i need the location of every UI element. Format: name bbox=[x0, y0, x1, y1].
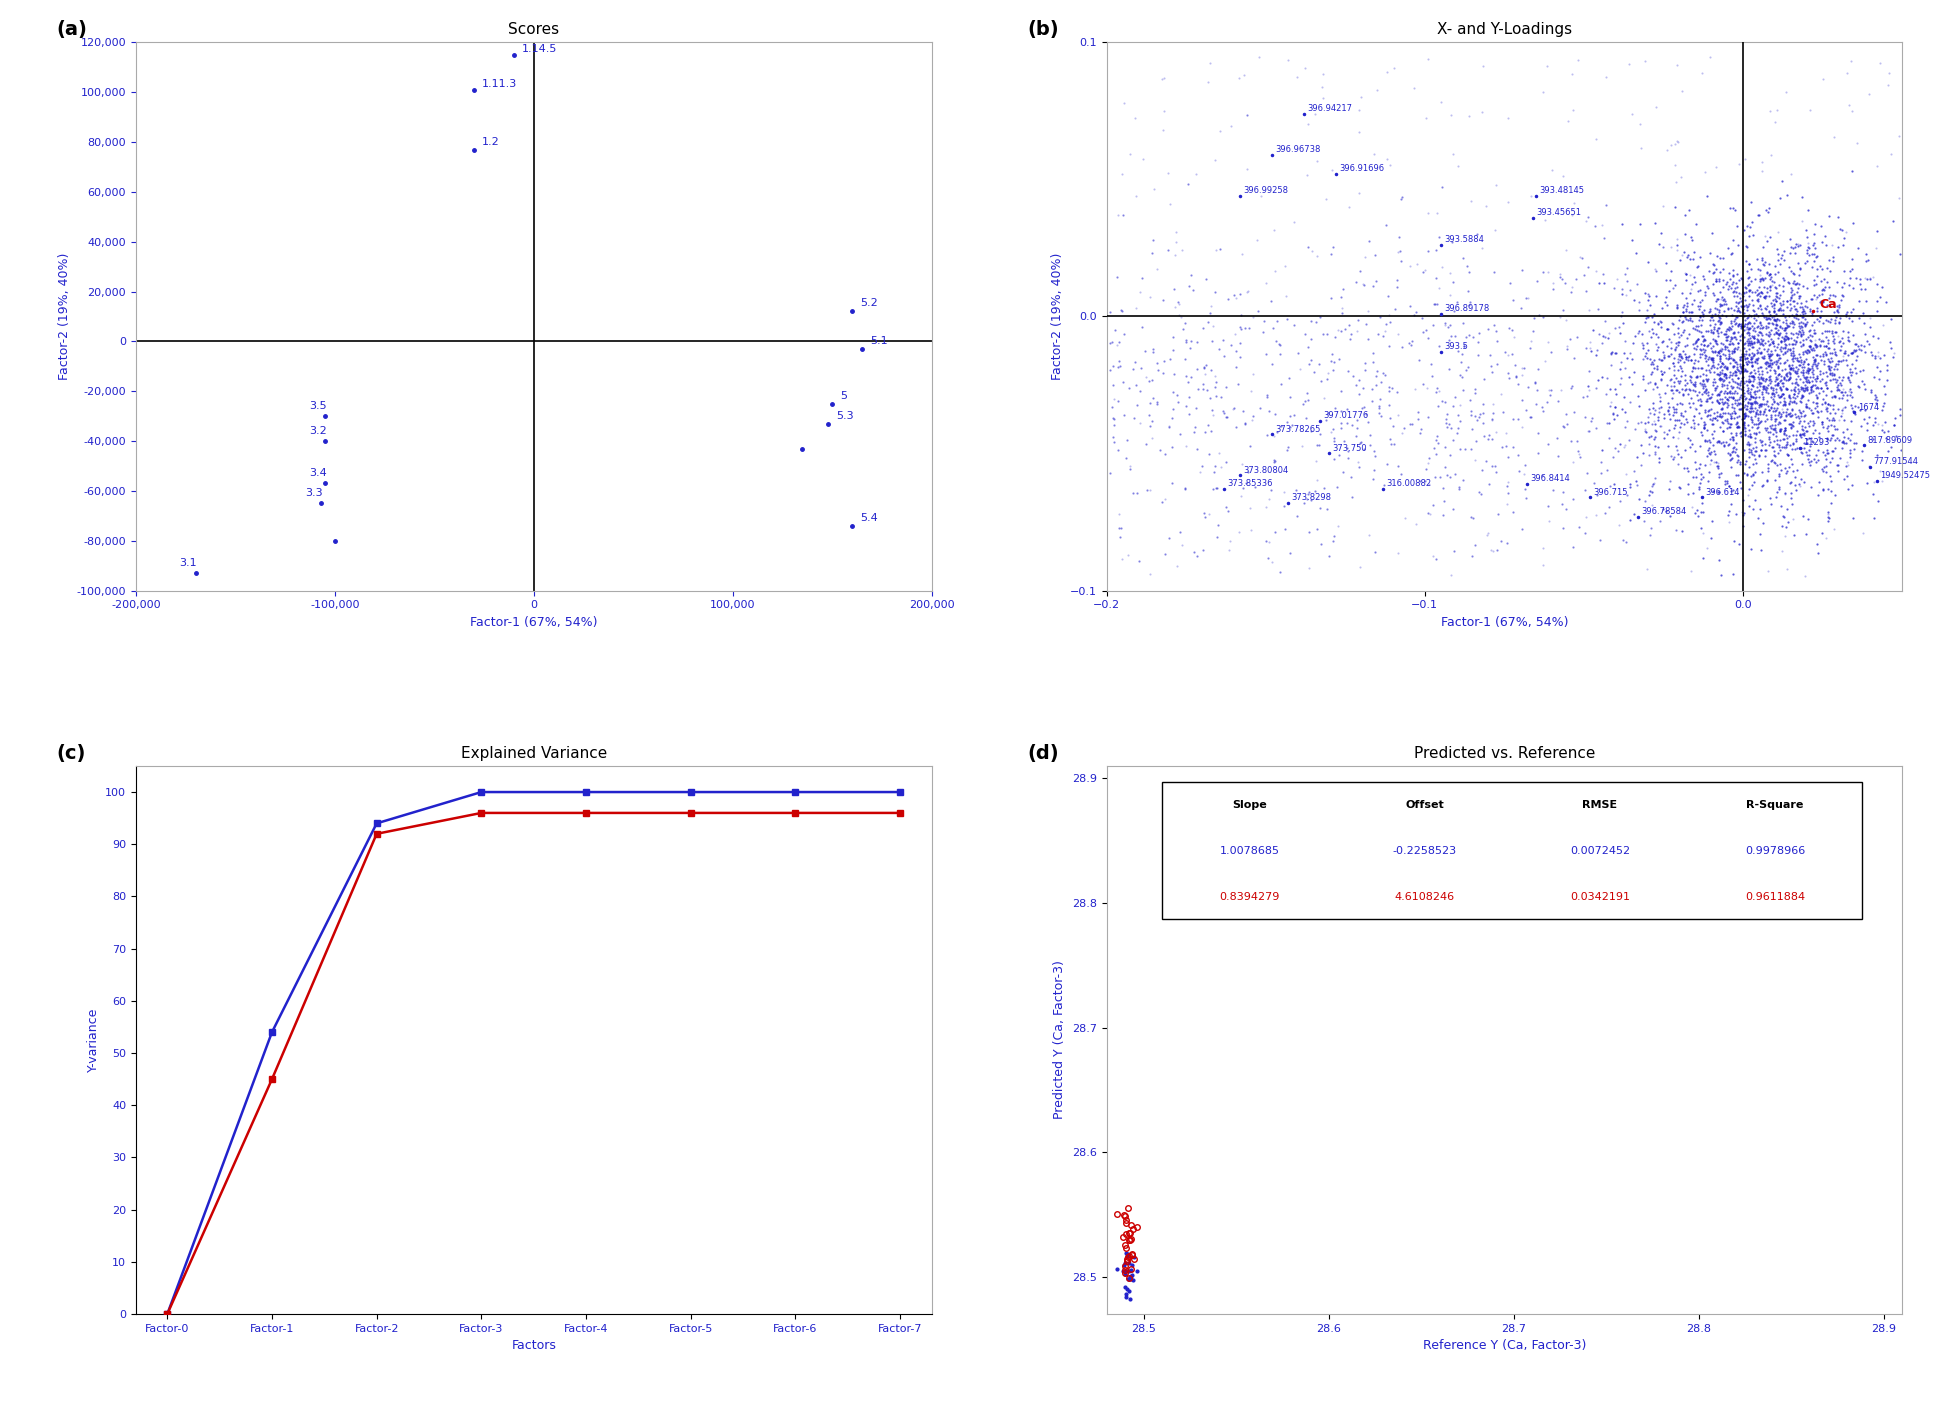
Text: 1.11.3: 1.11.3 bbox=[481, 79, 516, 89]
Text: 396.96738: 396.96738 bbox=[1275, 146, 1320, 154]
Text: Offset: Offset bbox=[1405, 800, 1444, 810]
Y-axis label: Factor-2 (19%, 40%): Factor-2 (19%, 40%) bbox=[58, 253, 72, 380]
Text: 5: 5 bbox=[840, 390, 846, 401]
Text: 1.14.5: 1.14.5 bbox=[522, 44, 557, 54]
Text: 396.99258: 396.99258 bbox=[1244, 187, 1289, 195]
Text: 3.1: 3.1 bbox=[181, 558, 198, 568]
Text: -0.2258523: -0.2258523 bbox=[1394, 846, 1458, 856]
Text: R-Square: R-Square bbox=[1747, 800, 1803, 810]
Text: 396.78584: 396.78584 bbox=[1642, 507, 1687, 516]
Text: 3.5: 3.5 bbox=[309, 401, 326, 411]
Text: 396.614: 396.614 bbox=[1704, 487, 1739, 496]
Text: 373.85336: 373.85336 bbox=[1227, 479, 1273, 489]
Title: Predicted vs. Reference: Predicted vs. Reference bbox=[1413, 746, 1596, 760]
X-axis label: Factor-1 (67%, 54%): Factor-1 (67%, 54%) bbox=[1440, 616, 1568, 629]
Text: 396.8414: 396.8414 bbox=[1530, 473, 1570, 483]
X-axis label: Factor-1 (67%, 54%): Factor-1 (67%, 54%) bbox=[470, 616, 598, 629]
Title: X- and Y-Loadings: X- and Y-Loadings bbox=[1436, 23, 1572, 37]
Text: (d): (d) bbox=[1027, 745, 1058, 763]
Text: (a): (a) bbox=[56, 20, 87, 40]
Text: 0.9611884: 0.9611884 bbox=[1745, 892, 1805, 901]
Text: 5.4: 5.4 bbox=[860, 513, 877, 523]
Text: 373.78265: 373.78265 bbox=[1275, 424, 1320, 434]
Text: 393.45651: 393.45651 bbox=[1535, 208, 1582, 218]
Text: 3.4: 3.4 bbox=[309, 468, 326, 478]
Text: 1.2: 1.2 bbox=[481, 137, 499, 147]
Text: 777.91544: 777.91544 bbox=[1873, 458, 1918, 466]
Y-axis label: Y-variance: Y-variance bbox=[87, 1007, 99, 1072]
Text: 393.48145: 393.48145 bbox=[1539, 187, 1584, 195]
Text: 5.3: 5.3 bbox=[837, 411, 854, 421]
Text: Ca: Ca bbox=[1819, 298, 1836, 311]
Text: 11293: 11293 bbox=[1803, 438, 1830, 448]
X-axis label: Reference Y (Ca, Factor-3): Reference Y (Ca, Factor-3) bbox=[1423, 1340, 1586, 1352]
Text: 3.3: 3.3 bbox=[305, 487, 322, 497]
Text: 373.8298: 373.8298 bbox=[1291, 493, 1332, 502]
Text: 373.750: 373.750 bbox=[1333, 444, 1366, 452]
FancyBboxPatch shape bbox=[1163, 783, 1863, 920]
Y-axis label: Predicted Y (Ca, Factor-3): Predicted Y (Ca, Factor-3) bbox=[1054, 961, 1066, 1119]
Text: 393.5: 393.5 bbox=[1444, 342, 1467, 352]
Text: RMSE: RMSE bbox=[1582, 800, 1617, 810]
Text: 0.0342191: 0.0342191 bbox=[1570, 892, 1630, 901]
Text: 316.00882: 316.00882 bbox=[1386, 479, 1432, 489]
Text: 3.2: 3.2 bbox=[309, 425, 326, 435]
Text: 396.91696: 396.91696 bbox=[1339, 164, 1384, 174]
Text: 396.89178: 396.89178 bbox=[1444, 304, 1489, 314]
Text: 1.0078685: 1.0078685 bbox=[1219, 846, 1279, 856]
Text: (b): (b) bbox=[1027, 20, 1058, 40]
Text: 1949.52475: 1949.52475 bbox=[1881, 471, 1929, 480]
Y-axis label: Factor-2 (19%, 40%): Factor-2 (19%, 40%) bbox=[1052, 253, 1064, 380]
Text: 1674: 1674 bbox=[1858, 403, 1879, 411]
Text: (c): (c) bbox=[56, 745, 85, 763]
Text: 0.9978966: 0.9978966 bbox=[1745, 846, 1805, 856]
Text: 0.8394279: 0.8394279 bbox=[1219, 892, 1279, 901]
Text: 817.89609: 817.89609 bbox=[1867, 435, 1912, 445]
Text: 396.715: 396.715 bbox=[1594, 487, 1628, 496]
X-axis label: Factors: Factors bbox=[510, 1340, 557, 1352]
Text: 5.1: 5.1 bbox=[870, 336, 887, 346]
Text: 4.6108246: 4.6108246 bbox=[1396, 892, 1456, 901]
Title: Scores: Scores bbox=[509, 23, 559, 37]
Text: 397.01776: 397.01776 bbox=[1324, 411, 1368, 420]
Text: 393.5884: 393.5884 bbox=[1444, 236, 1483, 244]
Text: Slope: Slope bbox=[1233, 800, 1267, 810]
Text: 5.2: 5.2 bbox=[860, 298, 877, 308]
Text: 373.80804: 373.80804 bbox=[1244, 466, 1289, 475]
Text: 396.94217: 396.94217 bbox=[1306, 105, 1353, 113]
Title: Explained Variance: Explained Variance bbox=[460, 746, 608, 760]
Text: 0.0072452: 0.0072452 bbox=[1570, 846, 1630, 856]
